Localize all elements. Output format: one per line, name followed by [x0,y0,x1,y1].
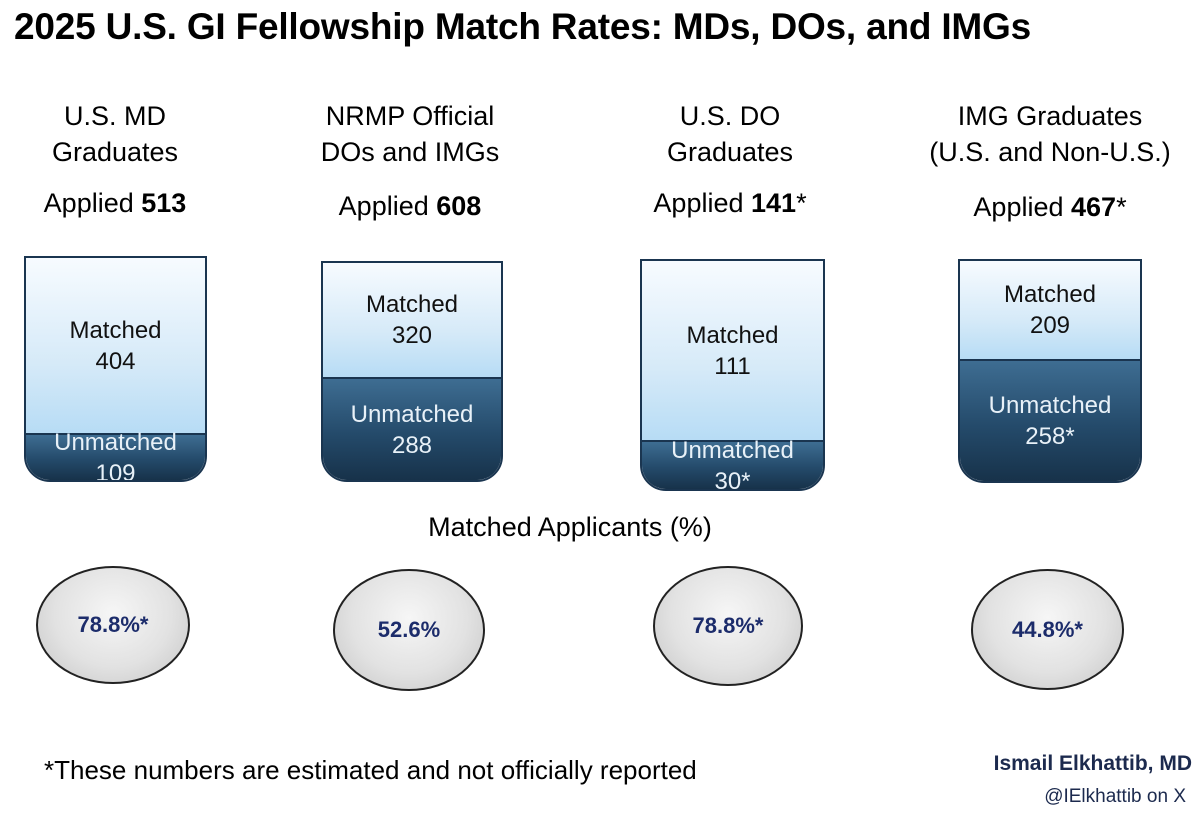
matched-segment: Matched 320 [323,263,501,377]
chart-title: 2025 U.S. GI Fellowship Match Rates: MDs… [14,6,1032,47]
applied-count: Applied 141* [590,186,870,220]
column-label: U.S. MD Graduates [0,98,255,170]
column-label: NRMP Official DOs and IMGs [270,98,550,170]
column-label-line: (U.S. and Non-U.S.) [929,137,1171,167]
applied-value: 608 [436,191,482,221]
matched-percent-heading: Matched Applicants (%) [428,512,712,542]
applied-count: Applied 513 [0,186,255,220]
percent-oval: 78.8%* [36,566,190,684]
stacked-bar: Matched 320 Unmatched 288 [321,261,503,482]
matched-segment: Matched 111 [642,261,823,440]
percent-oval: 52.6% [333,569,485,691]
column-label-line: U.S. DO [679,101,781,131]
percent-value: 78.8%* [77,612,149,637]
applied-count: Applied 467* [910,190,1190,224]
column-label-line: IMG Graduates [957,101,1143,131]
percent-oval: 78.8%* [653,566,803,686]
unmatched-value: 258* [1025,423,1075,450]
unmatched-label: Unmatched [988,392,1112,419]
matched-label: Matched [1003,281,1097,308]
unmatched-segment: Unmatched 258* [960,359,1140,481]
matched-value: 209 [1029,312,1071,339]
applied-prefix: Applied [338,191,437,221]
unmatched-label: Unmatched [350,400,474,428]
applied-prefix: Applied [43,188,142,218]
matched-segment: Matched 209 [960,261,1140,359]
column-label-line: NRMP Official [325,101,495,131]
author-credit: Ismail Elkhattib, MD [993,752,1192,775]
stacked-bar: Matched 111 Unmatched 30* [640,259,825,491]
percent-value: 44.8%* [1012,616,1083,642]
matched-label: Matched [69,316,162,344]
author-handle: @IElkhattib on X [1044,786,1186,807]
matched-value: 404 [95,347,136,375]
matched-value: 320 [391,322,433,349]
column-label-line: Graduates [51,137,179,167]
column-label: U.S. DO Graduates [590,98,870,170]
unmatched-value: 109 [95,459,136,482]
unmatched-label: Unmatched [671,436,794,464]
stacked-bar: Matched 209 Unmatched 258* [958,259,1142,483]
unmatched-value: 288 [391,431,433,459]
applied-value: 467 [1071,192,1117,222]
unmatched-segment: Unmatched 109 [26,429,205,482]
unmatched-segment: Unmatched 30* [642,437,823,491]
column-label-line: Graduates [666,137,794,167]
unmatched-label: Unmatched [54,428,177,456]
applied-estimate-mark: * [796,188,807,218]
percent-value: 52.6% [377,617,441,642]
applied-prefix: Applied [653,188,751,218]
matched-label: Matched [686,321,779,349]
column-label: IMG Graduates (U.S. and Non-U.S.) [910,98,1190,170]
applied-value: 141 [751,188,797,218]
column-label-line: DOs and IMGs [320,137,500,167]
matched-segment: Matched 404 [26,258,205,433]
applied-count: Applied 608 [270,189,550,223]
stacked-bar: Matched 404 Unmatched 109 [24,256,207,482]
matched-label: Matched [365,291,459,318]
footnote: *These numbers are estimated and not off… [44,755,697,785]
percent-oval: 44.8%* [971,569,1124,690]
applied-prefix: Applied [973,192,1071,222]
applied-estimate-mark: * [1116,192,1127,222]
matched-value: 111 [714,352,751,380]
unmatched-value: 30* [714,467,751,491]
applied-value: 513 [141,188,187,218]
column-label-line: U.S. MD [63,101,166,131]
percent-value: 78.8%* [692,613,764,638]
unmatched-segment: Unmatched 288 [323,377,501,480]
